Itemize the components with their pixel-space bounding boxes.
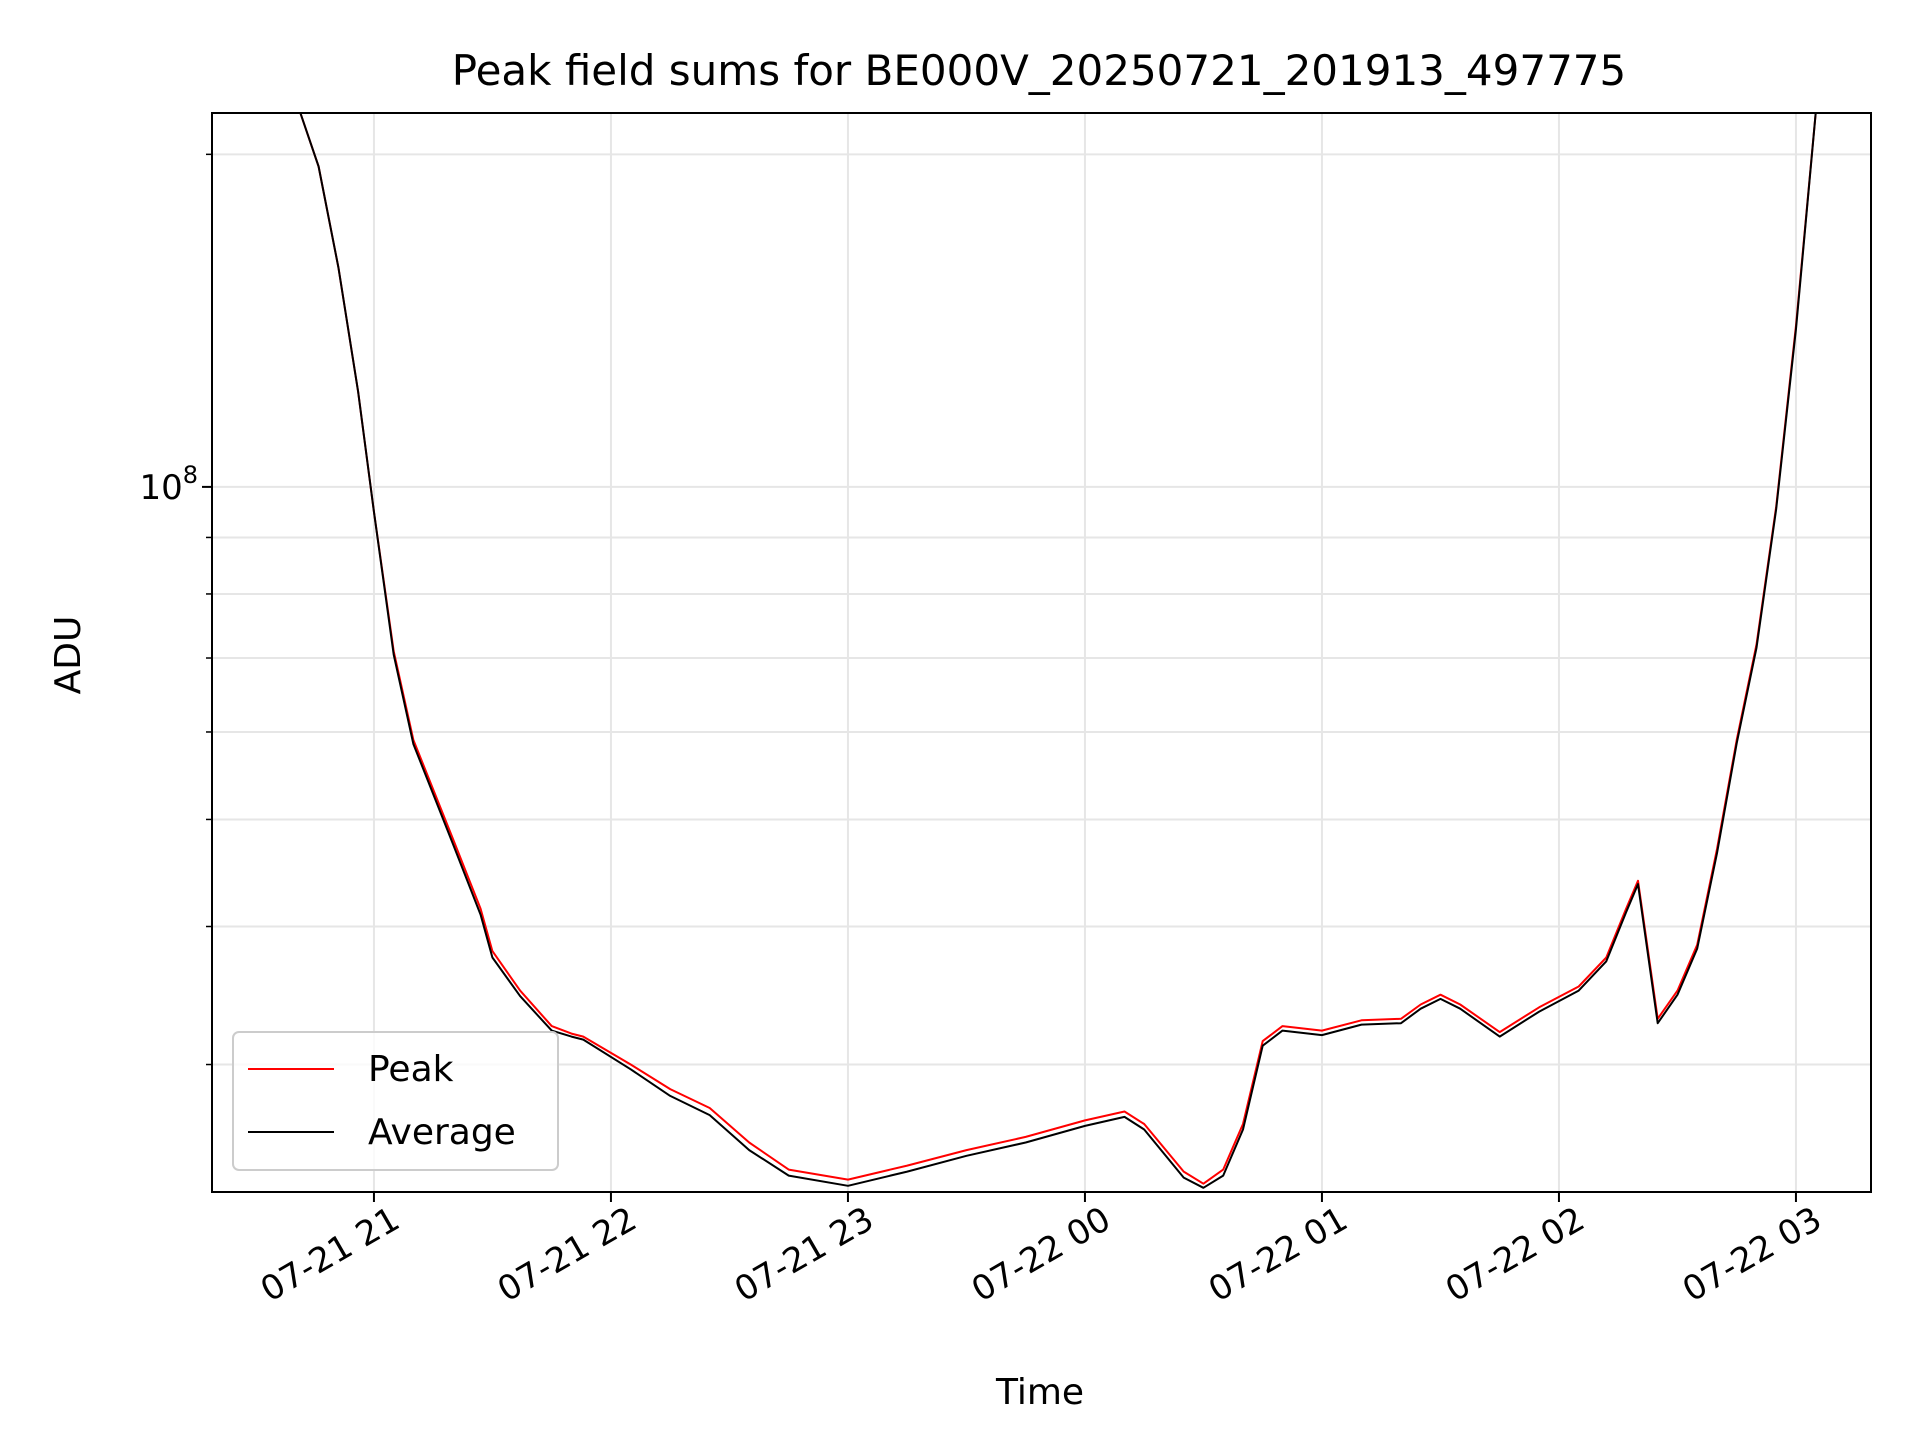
x-tick-label: 07-21 22: [491, 1199, 643, 1310]
x-tick-label: 07-21 23: [728, 1199, 880, 1310]
x-tick-label: 07-21 21: [254, 1199, 406, 1310]
grid: [212, 113, 1871, 1192]
x-tick-label: 07-22 01: [1202, 1199, 1354, 1310]
legend-label-peak: Peak: [368, 1049, 454, 1090]
legend: Peak Average: [232, 1031, 559, 1171]
legend-label-average: Average: [368, 1112, 516, 1153]
x-tick-label: 07-22 00: [965, 1199, 1117, 1310]
series-line-average: [299, 113, 1817, 1189]
chart-title: Peak field sums for BE000V_20250721_2019…: [452, 46, 1626, 95]
series-line-peak: [299, 113, 1817, 1185]
legend-box: [232, 1031, 559, 1171]
x-tick-label: 07-22 03: [1676, 1199, 1828, 1310]
y-axis: 108: [139, 153, 212, 1066]
y-axis-label: ADU: [48, 616, 89, 695]
plot-area: [299, 113, 1817, 1189]
x-tick-label: 07-22 02: [1439, 1199, 1591, 1310]
axes-frame: [211, 112, 1872, 1193]
y-tick-label: 108: [139, 461, 198, 508]
x-axis: 07-21 21 07-21 22 07-21 23 07-22 00 07-22 01…: [254, 1192, 1828, 1310]
x-axis-label: Time: [995, 1372, 1084, 1413]
